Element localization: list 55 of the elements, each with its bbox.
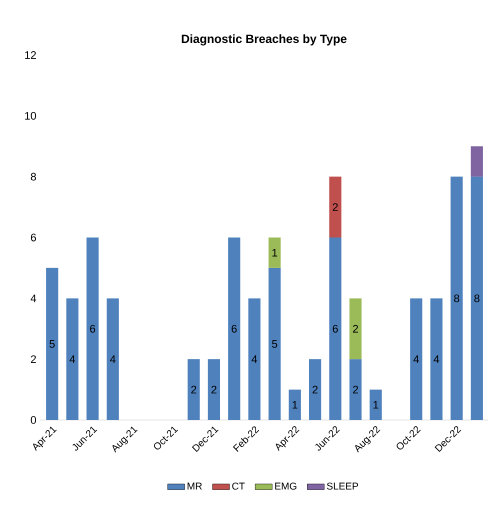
bar xyxy=(268,237,281,268)
data-label: 2 xyxy=(353,386,358,394)
bar xyxy=(349,298,362,360)
data-label: 8 xyxy=(474,294,480,302)
bar xyxy=(450,176,463,420)
bar xyxy=(248,298,260,420)
data-label: 6 xyxy=(90,324,96,333)
data-label: 4 xyxy=(434,355,440,363)
y-tick-label: 8 xyxy=(30,172,36,181)
data-label: 2 xyxy=(353,324,358,333)
bar xyxy=(106,298,119,420)
data-label: 5 xyxy=(272,340,278,348)
bar xyxy=(66,298,78,420)
data-label: 6 xyxy=(332,324,338,333)
data-label: 4 xyxy=(413,355,419,363)
bar xyxy=(329,237,342,420)
bar xyxy=(410,298,422,420)
data-label: 4 xyxy=(110,355,116,363)
y-tick-label: 0 xyxy=(30,416,36,424)
data-label: 2 xyxy=(312,386,318,394)
y-tick-label: 6 xyxy=(30,234,36,242)
bar xyxy=(86,237,99,420)
bar xyxy=(309,359,322,420)
chart-title: Diagnostic Breaches by Type xyxy=(182,34,347,46)
bar xyxy=(208,359,220,420)
bar xyxy=(349,359,362,420)
bar xyxy=(46,268,58,420)
data-label: 1 xyxy=(374,401,378,409)
bar xyxy=(268,268,281,420)
bar xyxy=(188,359,200,420)
legend-label: CT xyxy=(232,482,245,490)
legend-label: MR xyxy=(188,482,202,490)
data-label: 5 xyxy=(50,340,55,348)
data-label: 8 xyxy=(454,294,460,302)
data-label: 1 xyxy=(272,248,278,256)
bar xyxy=(228,237,240,420)
data-label: 4 xyxy=(70,355,76,363)
data-label: 4 xyxy=(252,355,258,363)
bar xyxy=(470,176,483,420)
bar xyxy=(470,146,483,177)
y-tick-label: 2 xyxy=(30,355,36,363)
data-label: 1 xyxy=(292,401,298,409)
y-tick-label: 12 xyxy=(25,51,36,59)
bar xyxy=(329,176,342,238)
data-label: 6 xyxy=(232,324,237,333)
legend-label: SLEEP xyxy=(326,482,358,490)
legend-label: EMG xyxy=(275,482,296,490)
bar xyxy=(288,390,301,420)
data-label: 2 xyxy=(211,386,216,394)
bar xyxy=(430,298,442,420)
y-tick-label: 10 xyxy=(25,112,36,120)
data-label: 2 xyxy=(332,203,338,211)
data-label: 2 xyxy=(191,386,196,394)
y-tick-label: 4 xyxy=(30,294,36,302)
bar xyxy=(370,390,382,420)
